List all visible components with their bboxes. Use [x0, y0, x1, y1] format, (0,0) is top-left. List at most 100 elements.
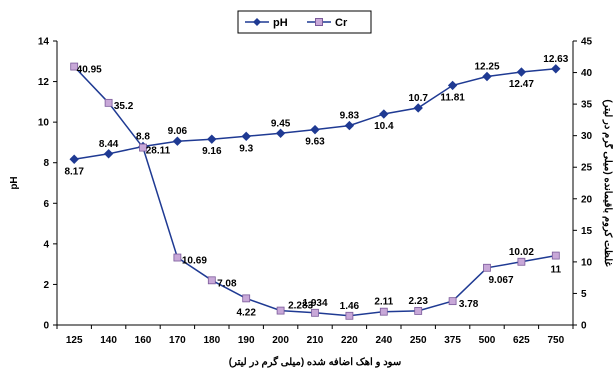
- y-axis-left-title: pH: [9, 176, 20, 189]
- x-axis-title: سود و اهک اضافه شده (میلی گرم در لیتر): [229, 355, 401, 368]
- data-label-ph: 10.4: [374, 121, 394, 132]
- y-left-tick-label: 10: [38, 118, 50, 129]
- data-point-ph: [70, 155, 78, 163]
- x-tick-label: 240: [375, 335, 392, 346]
- data-label-ph: 9.63: [305, 137, 325, 148]
- data-label-cr: 10.69: [182, 256, 207, 267]
- data-label-ph: 9.06: [168, 126, 188, 137]
- data-label-cr: 2.23: [408, 296, 428, 307]
- data-point-ph: [552, 65, 560, 73]
- y-right-tick-label: 30: [581, 131, 593, 142]
- data-point-ph: [311, 126, 319, 134]
- data-label-ph: 10.7: [408, 93, 428, 104]
- legend-label-ph: pH: [273, 17, 288, 29]
- legend-marker-cr: [316, 19, 323, 26]
- y-axis-right-title: غلظت کروم باقیمانده (میلی گرم در لیتر): [602, 99, 613, 267]
- y-left-tick-label: 14: [38, 37, 50, 48]
- x-tick-label: 220: [341, 335, 358, 346]
- x-tick-label: 210: [307, 335, 324, 346]
- data-point-ph: [105, 150, 113, 158]
- y-left-tick-label: 2: [43, 280, 49, 291]
- data-label-cr: 3.78: [459, 299, 479, 310]
- data-label-ph: 8.8: [136, 131, 150, 142]
- data-label-cr: 9.067: [488, 275, 513, 286]
- data-point-cr: [415, 307, 422, 314]
- data-point-cr: [380, 308, 387, 315]
- x-tick-label: 625: [513, 335, 530, 346]
- x-tick-label: 375: [444, 335, 461, 346]
- data-point-ph: [173, 137, 181, 145]
- y-right-tick-label: 25: [581, 163, 593, 174]
- y-right-tick-label: 35: [581, 100, 593, 111]
- data-point-cr: [277, 307, 284, 314]
- legend-label-cr: Cr: [335, 17, 348, 29]
- data-point-ph: [449, 81, 457, 89]
- data-label-ph: 12.47: [509, 79, 534, 90]
- data-point-cr: [174, 254, 181, 261]
- data-label-ph: 9.45: [271, 118, 291, 129]
- data-labels: 8.17 8.44 8.8 9.06 9.16 9.3 9.45 9.63 9.83 10.4 10…: [64, 54, 568, 319]
- data-point-ph: [483, 73, 491, 81]
- data-point-ph: [208, 135, 216, 143]
- data-point-cr: [208, 277, 215, 284]
- x-tick-label: 170: [169, 335, 186, 346]
- series-line-cr: [74, 67, 556, 316]
- y-right-tick-label: 20: [581, 194, 593, 205]
- x-tick-label: 180: [203, 335, 220, 346]
- data-point-ph: [277, 129, 285, 137]
- y-right-tick-label: 5: [581, 289, 587, 300]
- data-label-ph: 9.16: [202, 146, 222, 157]
- data-label-cr: 28.11: [146, 146, 171, 157]
- data-point-cr: [518, 258, 525, 265]
- series-lines: [74, 67, 556, 316]
- x-tick-label: 125: [66, 335, 83, 346]
- data-label-ph: 8.17: [64, 166, 84, 177]
- legend: pH Cr: [238, 11, 371, 33]
- data-point-cr: [243, 295, 250, 302]
- data-point-cr: [552, 252, 559, 259]
- x-tick-label: 200: [272, 335, 289, 346]
- data-label-cr: 4.22: [236, 307, 256, 318]
- y-left-tick-label: 6: [43, 199, 49, 210]
- data-label-cr: 11: [551, 265, 562, 276]
- data-label-cr: 35.2: [114, 101, 134, 112]
- y-left-tick-label: 0: [43, 321, 49, 332]
- data-label-cr: 40.95: [77, 65, 102, 76]
- data-point-ph: [380, 110, 388, 118]
- data-point-ph: [414, 104, 422, 112]
- x-tick-label: 250: [410, 335, 427, 346]
- data-label-ph: 9.3: [239, 143, 253, 154]
- data-point-cr: [346, 312, 353, 319]
- y-left-tick-label: 8: [43, 158, 49, 169]
- data-label-cr: 10.02: [509, 247, 534, 258]
- data-label-cr: 1.934: [302, 298, 327, 309]
- data-label-ph: 8.44: [99, 139, 119, 150]
- x-tick-label: 750: [547, 335, 564, 346]
- data-point-cr: [484, 264, 491, 271]
- y-left-tick-label: 12: [38, 77, 50, 88]
- x-tick-label: 500: [479, 335, 496, 346]
- data-label-ph: 12.63: [543, 54, 568, 65]
- y-left-tick-label: 4: [43, 239, 49, 250]
- x-tick-label: 160: [135, 335, 152, 346]
- data-label-ph: 9.83: [340, 111, 360, 122]
- y-right-tick-label: 40: [581, 68, 593, 79]
- data-point-ph: [242, 132, 250, 140]
- data-label-ph: 12.25: [474, 62, 499, 73]
- data-label-cr: 7.08: [217, 278, 237, 289]
- x-tick-label: 190: [238, 335, 255, 346]
- data-point-cr: [105, 99, 112, 106]
- y-right-tick-label: 10: [581, 257, 593, 268]
- data-label-ph: 11.81: [440, 92, 465, 103]
- data-point-ph: [345, 122, 353, 130]
- y-right-tick-label: 45: [581, 37, 593, 48]
- data-label-cr: 1.46: [340, 301, 360, 312]
- data-point-ph: [517, 68, 525, 76]
- x-tick-label: 140: [100, 335, 117, 346]
- series-markers: [70, 63, 560, 319]
- data-point-cr: [449, 298, 456, 305]
- y-right-tick-label: 15: [581, 226, 593, 237]
- y-right-tick-label: 0: [581, 321, 587, 332]
